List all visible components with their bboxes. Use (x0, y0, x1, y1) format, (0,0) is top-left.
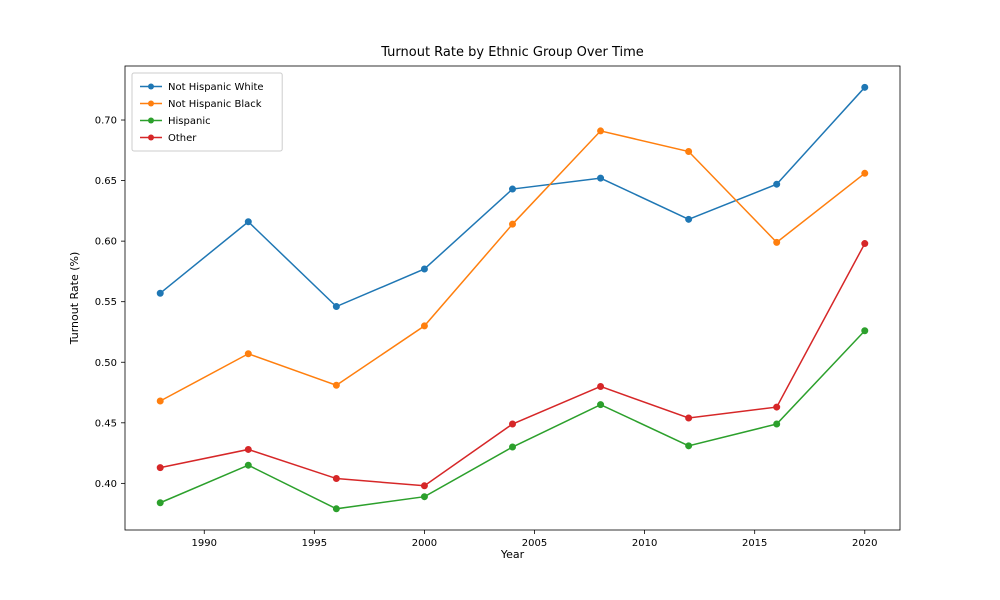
x-tick-label: 1995 (302, 538, 327, 549)
series-marker (774, 421, 780, 427)
x-axis-ticks: 1990 1995 2000 2005 2010 2015 2020 (192, 530, 878, 549)
series-marker (421, 266, 427, 272)
series-marker (157, 500, 163, 506)
series-marker (686, 443, 692, 449)
series-marker (245, 446, 251, 452)
series-marker (157, 398, 163, 404)
series-marker (686, 415, 692, 421)
y-tick-label: 0.40 (95, 479, 117, 490)
series-marker (510, 221, 516, 227)
x-tick-label: 2015 (742, 538, 767, 549)
legend-swatch-marker (148, 118, 154, 124)
series-marker (421, 483, 427, 489)
x-tick-label: 1990 (192, 538, 217, 549)
series-line-hispanic (160, 331, 865, 509)
y-tick-label: 0.60 (95, 237, 117, 248)
legend: Not Hispanic White Not Hispanic Black Hisp… (132, 73, 282, 151)
series-marker (686, 216, 692, 222)
legend-swatch-marker (148, 101, 154, 107)
series-marker (686, 149, 692, 155)
series-marker (862, 84, 868, 90)
series-marker (774, 239, 780, 245)
y-tick-label: 0.50 (95, 358, 117, 369)
series-marker (245, 462, 251, 468)
y-tick-label: 0.70 (95, 116, 117, 127)
series-marker (774, 181, 780, 187)
legend-swatch-marker (148, 84, 154, 90)
turnout-line-chart: 1990 1995 2000 2005 2010 2015 2020 0.40 0.45 0.5… (0, 0, 1000, 600)
series-marker (333, 506, 339, 512)
legend-swatch-marker (148, 135, 154, 141)
legend-label: Hispanic (168, 116, 211, 127)
series-marker (510, 444, 516, 450)
x-tick-label: 2010 (632, 538, 657, 549)
y-axis-ticks: 0.40 0.45 0.50 0.55 0.60 0.65 0.70 (95, 116, 125, 490)
y-tick-label: 0.55 (95, 297, 117, 308)
x-tick-label: 2020 (852, 538, 877, 549)
series-marker (862, 170, 868, 176)
series-marker (245, 219, 251, 225)
chart-title: Turnout Rate by Ethnic Group Over Time (380, 45, 644, 60)
series-marker (157, 465, 163, 471)
y-tick-label: 0.45 (95, 418, 117, 429)
series-marker (421, 323, 427, 329)
x-tick-label: 2000 (412, 538, 437, 549)
series-marker (598, 128, 604, 134)
x-tick-label: 2005 (522, 538, 547, 549)
series-marker (862, 328, 868, 334)
series-marker (862, 241, 868, 247)
series-marker (157, 290, 163, 296)
series-marker (333, 304, 339, 310)
series-marker (598, 383, 604, 389)
series-line-not-hispanic-black (160, 131, 865, 401)
legend-label: Not Hispanic Black (168, 99, 262, 110)
legend-label: Other (168, 133, 197, 144)
series-marker (245, 351, 251, 357)
y-tick-label: 0.65 (95, 176, 117, 187)
series-marker (598, 175, 604, 181)
series-marker (510, 421, 516, 427)
x-axis-label: Year (500, 548, 525, 561)
series-marker (774, 404, 780, 410)
series-marker (510, 186, 516, 192)
series-marker (333, 382, 339, 388)
series-marker (421, 494, 427, 500)
y-axis-label: Turnout Rate (%) (68, 252, 81, 346)
legend-label: Not Hispanic White (168, 82, 264, 93)
series-marker (598, 402, 604, 408)
series-marker (333, 476, 339, 482)
